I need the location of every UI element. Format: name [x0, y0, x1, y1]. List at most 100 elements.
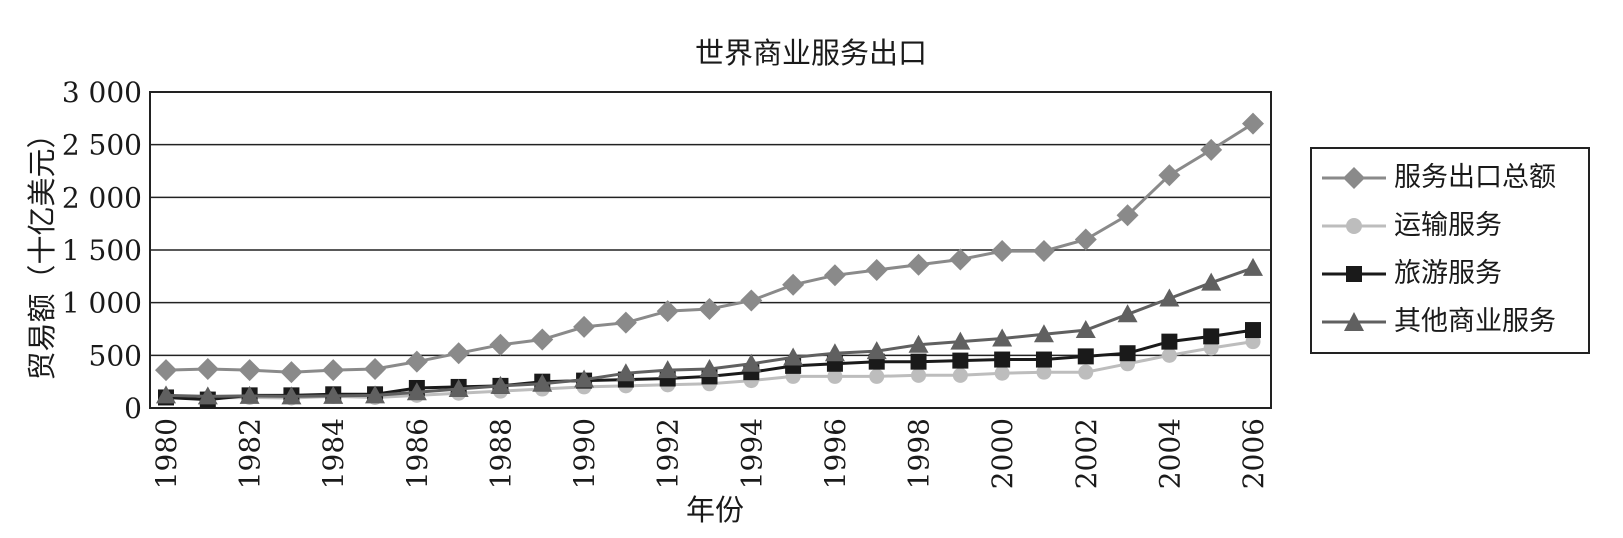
data-point: [1200, 138, 1223, 161]
x-tick-label: 1988: [484, 418, 517, 489]
data-point: [740, 289, 763, 312]
data-point: [364, 358, 387, 381]
data-point: [783, 347, 804, 366]
data-point: [1116, 204, 1139, 227]
data-point: [531, 328, 554, 351]
series-diamond: [155, 112, 1264, 384]
legend-item-transport: 运输服务: [1312, 205, 1588, 245]
x-tick-label: 2004: [1153, 418, 1186, 489]
x-axis-label: 年份: [686, 493, 744, 527]
data-point: [1077, 348, 1094, 365]
data-point: [1036, 364, 1052, 380]
y-tick-label: 2 000: [62, 181, 142, 214]
data-point: [994, 351, 1011, 368]
data-point: [1078, 364, 1094, 380]
x-tick-label: 2000: [986, 418, 1019, 489]
x-tick-label: 2006: [1237, 418, 1270, 489]
legend-item-travel: 旅游服务: [1312, 253, 1588, 293]
legend-label: 运输服务: [1394, 210, 1502, 241]
y-tick-label: 2 500: [62, 129, 142, 162]
legend-item-total: 服务出口总额: [1312, 157, 1588, 197]
data-point: [1033, 324, 1054, 343]
legend-swatch-square: [1322, 266, 1386, 282]
data-point: [992, 328, 1013, 347]
y-axis: 0 500 1 000 1 500 2 000 2 500 3 000: [62, 76, 142, 425]
data-point: [1035, 351, 1052, 368]
data-point: [1075, 320, 1096, 339]
plot-frame: [149, 91, 1272, 409]
legend-item-other: 其他商业服务: [1312, 301, 1588, 341]
y-tick-label: 1 500: [62, 234, 142, 267]
x-tick-label: 1996: [819, 418, 852, 489]
data-point: [1074, 228, 1097, 251]
y-tick-label: 3 000: [62, 76, 142, 109]
data-point: [656, 300, 679, 323]
data-point: [950, 331, 971, 350]
data-point: [908, 334, 929, 353]
y-tick-label: 1 000: [62, 287, 142, 320]
data-point: [698, 297, 721, 320]
data-point: [532, 373, 553, 392]
data-point: [1032, 240, 1055, 263]
y-tick-label: 0: [124, 392, 142, 425]
data-point: [238, 359, 261, 382]
data-point: [406, 382, 427, 401]
data-point: [824, 343, 845, 362]
data-point: [865, 259, 888, 282]
data-point: [869, 368, 885, 384]
x-tick-label: 1980: [150, 418, 183, 489]
data-point: [489, 333, 512, 356]
data-point: [156, 385, 176, 404]
data-point: [448, 379, 469, 398]
series-triangle: [156, 257, 1263, 405]
data-point: [699, 359, 720, 378]
data-point: [952, 367, 968, 383]
data-point: [405, 350, 428, 373]
data-point: [1242, 112, 1264, 135]
data-point: [657, 360, 678, 379]
data-point: [1117, 304, 1138, 323]
x-tick-label: 1992: [652, 418, 685, 489]
x-tick-label: 1998: [903, 418, 936, 489]
series-group: [155, 112, 1264, 408]
data-point: [952, 352, 969, 369]
data-point: [574, 369, 595, 388]
data-point: [1245, 322, 1261, 339]
data-point: [365, 385, 386, 404]
data-point: [447, 342, 470, 365]
legend-swatch-triangle: [1322, 312, 1386, 331]
data-point: [823, 264, 846, 287]
x-tick-label: 1990: [568, 418, 601, 489]
legend-label: 其他商业服务: [1394, 306, 1556, 337]
x-tick-label: 1984: [317, 418, 350, 489]
data-point: [322, 359, 345, 382]
data-point: [1119, 345, 1136, 362]
data-point: [197, 386, 218, 405]
data-point: [1161, 333, 1178, 350]
legend-label: 服务出口总额: [1394, 162, 1556, 193]
data-point: [1243, 257, 1263, 276]
data-point: [782, 273, 805, 296]
x-tick-label: 1994: [735, 418, 768, 489]
y-axis-label: 贸易额（十亿美元）: [25, 119, 59, 380]
data-point: [866, 341, 887, 360]
data-point: [490, 375, 511, 394]
x-axis: 1980 1982 1984 1986 1988 1990 1992 1994 1996 1998…: [150, 418, 1270, 489]
chart-title: 世界商业服务出口: [695, 36, 927, 70]
data-point: [323, 385, 344, 404]
y-tick-label: 500: [89, 339, 142, 372]
legend-label: 旅游服务: [1394, 258, 1502, 289]
data-point: [196, 358, 219, 381]
data-point: [615, 363, 636, 382]
data-point: [994, 365, 1010, 381]
data-point: [911, 367, 927, 383]
x-tick-label: 1982: [234, 418, 267, 489]
data-point: [741, 353, 762, 372]
data-point: [1203, 328, 1220, 345]
data-point: [1201, 272, 1222, 291]
data-point: [573, 315, 596, 338]
data-point: [907, 253, 930, 276]
legend-swatch-circle: [1322, 218, 1386, 234]
data-point: [239, 385, 260, 404]
